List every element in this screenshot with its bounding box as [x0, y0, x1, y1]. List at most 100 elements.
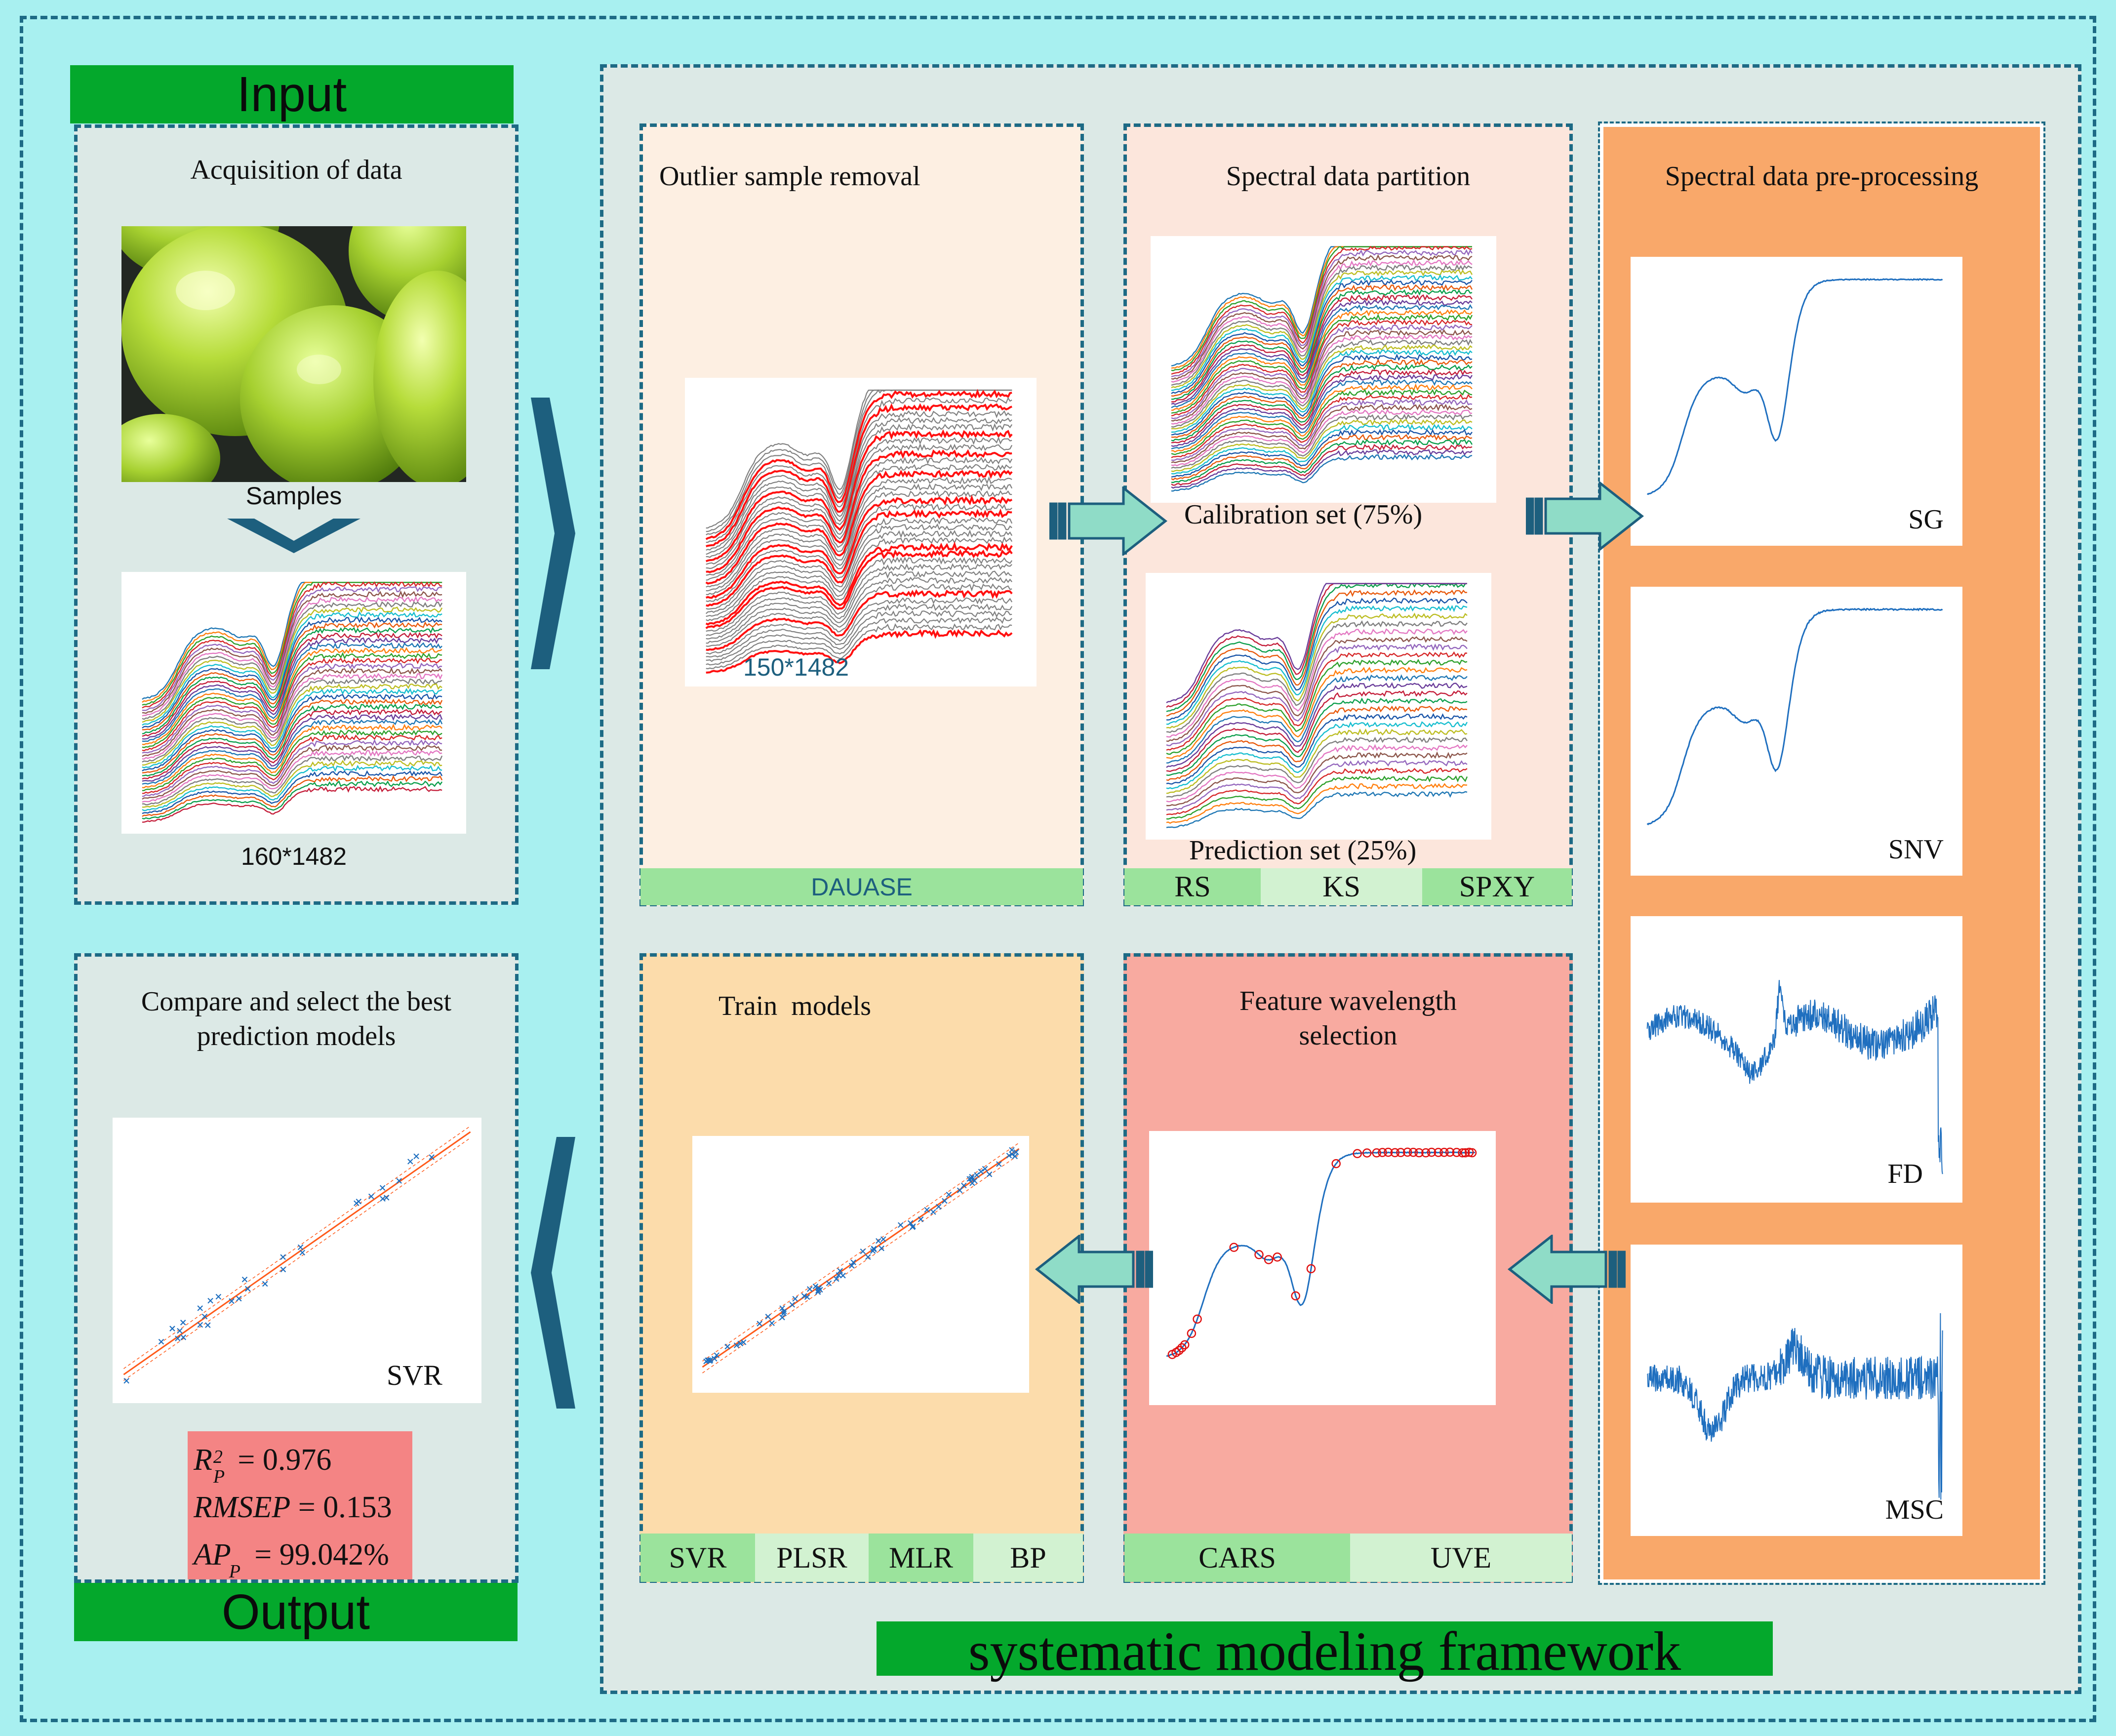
- spectrum-line: [142, 703, 442, 777]
- spectrum-line: [142, 632, 442, 737]
- raw-matrix-label: 160*1482: [240, 843, 347, 870]
- sample-point: [969, 1173, 975, 1180]
- selected-wavelength-marker: [1402, 1147, 1412, 1157]
- outer-frame: [20, 16, 2096, 1722]
- selected-wavelength-marker: [1180, 1340, 1190, 1350]
- fd-plot: FD: [1631, 916, 1962, 1203]
- spectrum-line: [1171, 369, 1473, 444]
- spectrum-line: [142, 611, 442, 726]
- spectrum-line: [142, 662, 442, 754]
- sample-point: [356, 1198, 362, 1205]
- sample-point: [865, 1254, 871, 1260]
- sample-point: [396, 1178, 402, 1184]
- train-tab-svr[interactable]: SVR: [640, 1534, 755, 1582]
- sample-point: [765, 1314, 771, 1320]
- spectrum-line: [1166, 666, 1468, 759]
- spectrum-line: [1166, 636, 1468, 742]
- feature-tab-cars[interactable]: CARS: [1124, 1534, 1350, 1582]
- spectrum-line: [142, 667, 443, 757]
- spectrum-line: [1171, 449, 1473, 489]
- chevron-left-icon: [531, 1137, 575, 1409]
- spectrum-line: [1166, 775, 1468, 820]
- spectrum-line: [142, 621, 442, 730]
- spectrum-line: [142, 775, 443, 817]
- spectrum-line: [1171, 413, 1473, 469]
- spectrum-line: [142, 637, 442, 740]
- spectrum-line: [705, 523, 1012, 614]
- selected-wavelength-marker: [1273, 1252, 1282, 1262]
- selected-wavelength-marker: [1229, 1243, 1239, 1252]
- selected-wavelength-marker: [1390, 1148, 1400, 1158]
- sample-point: [177, 1328, 183, 1334]
- spectrum-line: [142, 647, 442, 745]
- spectrum-line: [1166, 597, 1468, 721]
- sample-point: [244, 1286, 251, 1292]
- sample-point: [201, 1313, 208, 1320]
- input-title: Acquisition of data: [190, 155, 402, 185]
- spectrum-line: [1171, 284, 1473, 397]
- spectrum-line: [142, 729, 442, 791]
- partition-tab-ks[interactable]: KS: [1261, 868, 1422, 905]
- sample-point: [429, 1154, 435, 1160]
- selected-wavelength-marker: [1458, 1148, 1467, 1158]
- spectrum-line: [142, 601, 443, 720]
- output-title-line2: prediction models: [197, 1021, 396, 1051]
- train-tab-bp[interactable]: BP: [973, 1534, 1083, 1582]
- spectrum-line: [706, 536, 1013, 622]
- partition-tab-rs[interactable]: RS: [1124, 868, 1261, 905]
- sample-point: [733, 1342, 740, 1348]
- train-tab-plsr[interactable]: PLSR: [755, 1534, 869, 1582]
- spectrum-line: [1166, 744, 1468, 803]
- sample-point: [910, 1224, 916, 1230]
- spectrum-line: [1166, 605, 1468, 725]
- sample-point: [986, 1171, 993, 1177]
- selected-wavelength-marker: [1414, 1148, 1424, 1158]
- sample-point: [946, 1191, 952, 1198]
- msc-label: MSC: [1885, 1494, 1944, 1525]
- sample-point: [779, 1314, 785, 1321]
- feature-tab-uve[interactable]: UVE: [1350, 1534, 1572, 1582]
- partition-title: Spectral data partition: [1226, 161, 1471, 192]
- sample-point: [834, 1276, 839, 1282]
- spectrum-line: [1171, 379, 1473, 449]
- spectrum-line: [706, 610, 1012, 662]
- feature-title-line1: Feature wavelength: [1239, 986, 1457, 1016]
- spectrum-line: [1166, 783, 1468, 824]
- spectrum-line: [705, 541, 1013, 626]
- spectrum-line: [1171, 423, 1473, 475]
- spectrum-line: [142, 785, 442, 823]
- sample-point: [930, 1209, 936, 1215]
- sample-point: [878, 1245, 884, 1252]
- sample-point: [781, 1310, 787, 1316]
- fd-label: FD: [1887, 1159, 1923, 1189]
- snv-label: SNV: [1888, 834, 1944, 865]
- sample-point: [957, 1187, 963, 1194]
- sample-point: [413, 1153, 419, 1160]
- sample-point: [707, 1357, 714, 1363]
- selected-wavelength-marker: [1383, 1147, 1393, 1157]
- spectrum-line: [1171, 364, 1473, 442]
- spectrum-line: [1166, 583, 1467, 703]
- spectrum-line: [142, 780, 443, 820]
- sample-point: [379, 1185, 386, 1191]
- sample-point: [982, 1166, 988, 1172]
- spectrum-line: [1171, 264, 1473, 386]
- partition-tab-spxy[interactable]: SPXY: [1422, 868, 1572, 905]
- selected-wavelength-marker: [1187, 1329, 1197, 1338]
- train-tab-mlr[interactable]: MLR: [869, 1534, 973, 1582]
- sg-label: SG: [1908, 504, 1944, 535]
- outlier-spectra-plot: [685, 378, 1037, 686]
- sample-point: [1006, 1153, 1012, 1159]
- spectrum-line: [706, 397, 1012, 543]
- sample-point: [280, 1266, 286, 1273]
- spectrum-line: [1166, 674, 1468, 764]
- best-model-label: SVR: [387, 1359, 442, 1391]
- spectrum-line: [1166, 643, 1468, 746]
- sample-point: [918, 1216, 924, 1222]
- prediction-label: Prediction set (25%): [1189, 835, 1417, 866]
- spectrum-line: [1171, 389, 1473, 455]
- jujube-photo: [121, 226, 466, 482]
- spectrum-line: [142, 693, 442, 771]
- fit-line: [702, 1148, 1020, 1368]
- spectrum-line: [1171, 399, 1473, 461]
